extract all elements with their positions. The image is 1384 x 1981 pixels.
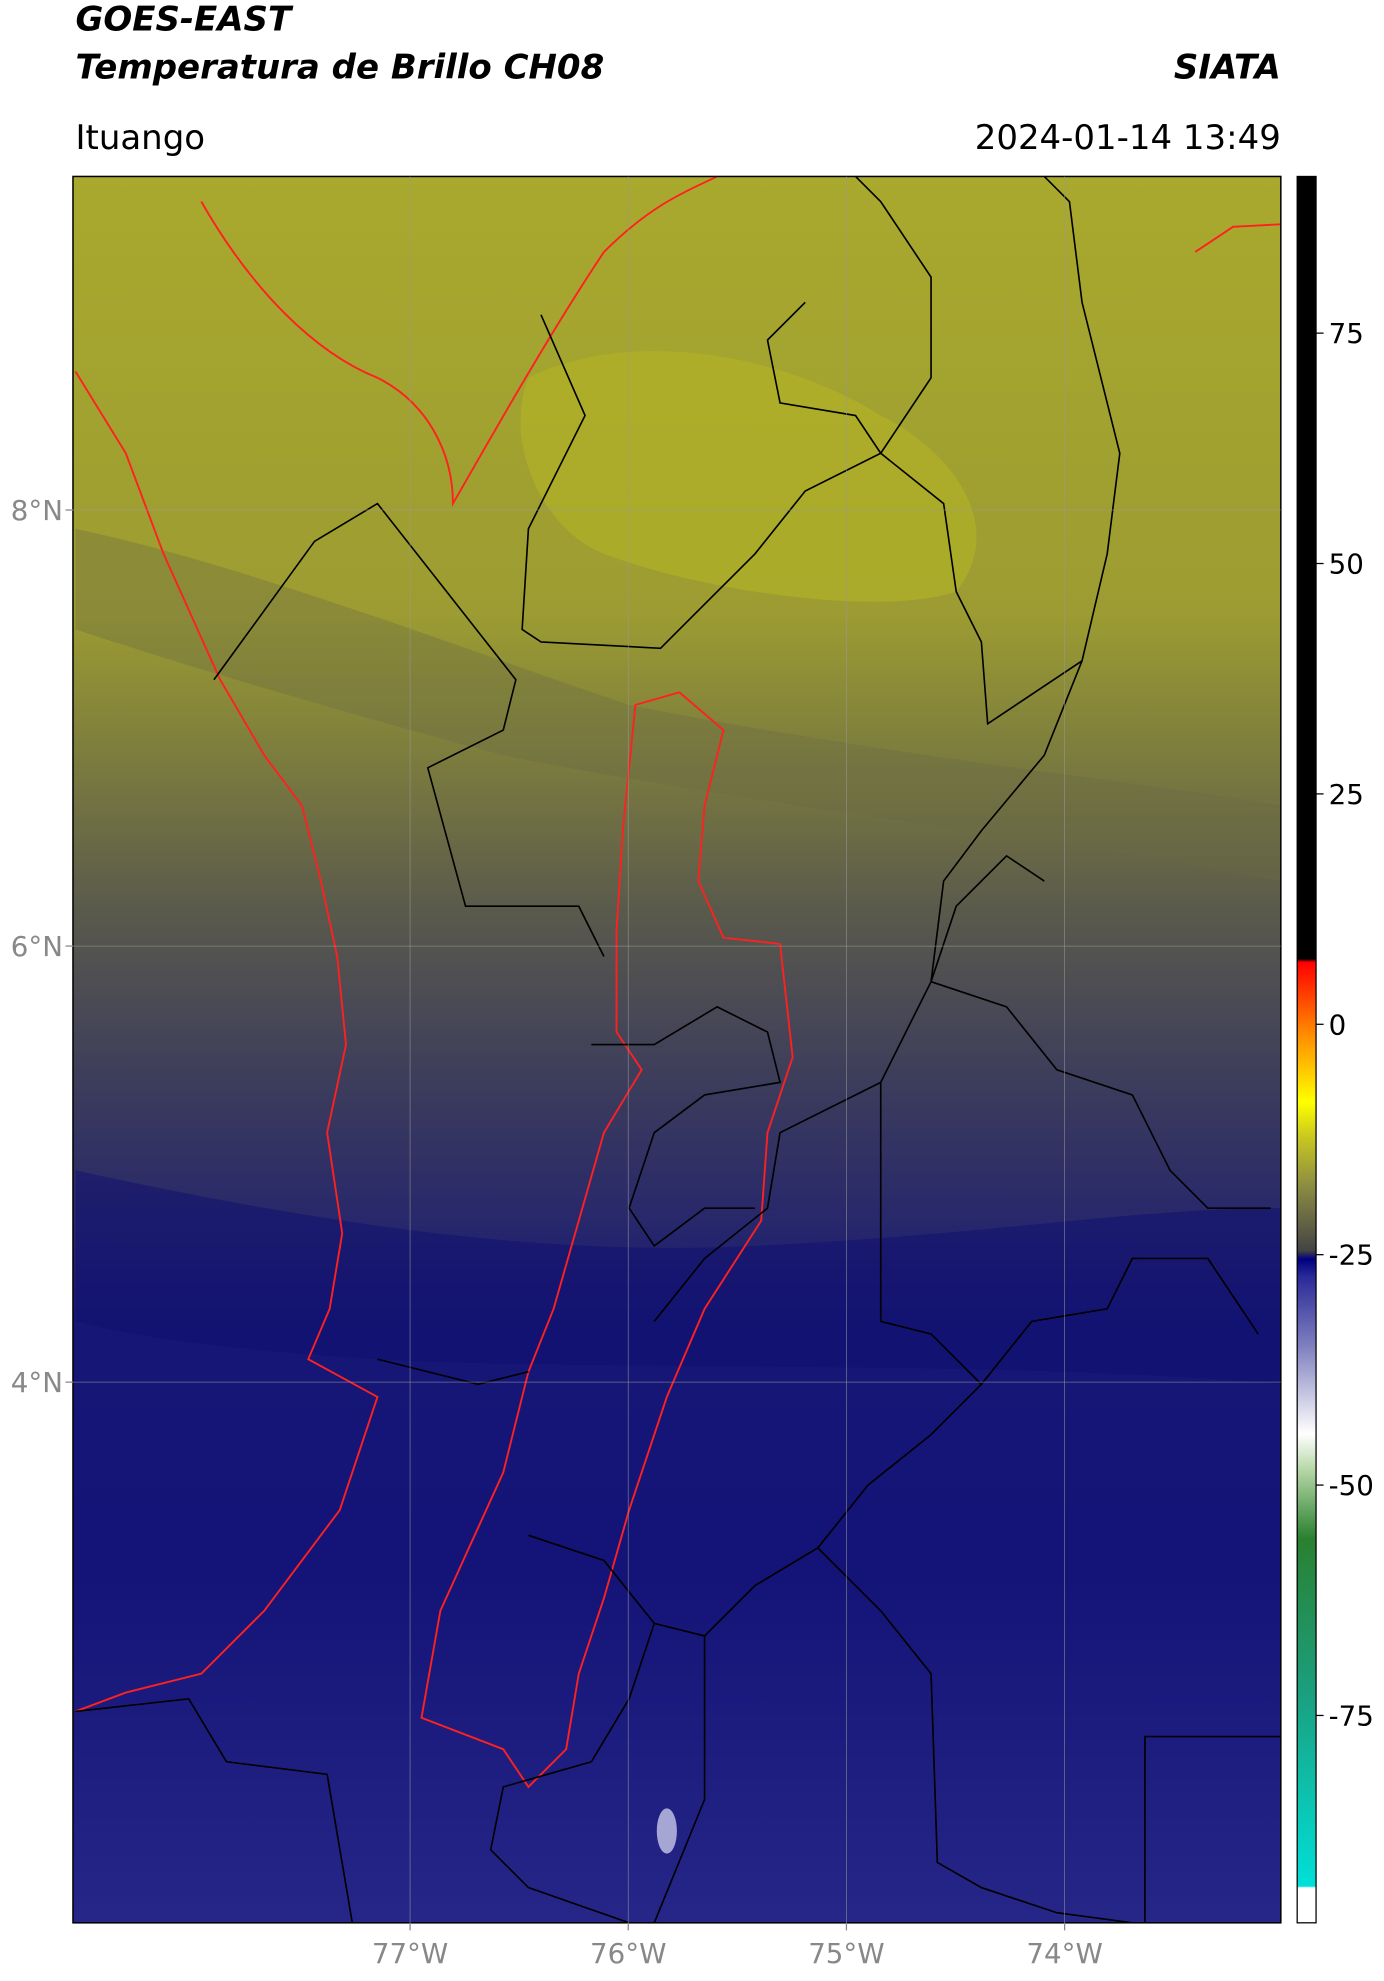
x-tick-label: 74°W [1026,1937,1102,1970]
colorbar-tick-label: 25 [1329,778,1364,811]
y-tick-label: 8°N [11,494,63,527]
x-tick-label: 75°W [808,1937,884,1970]
colorbar-tick-label: 0 [1329,1008,1347,1041]
cold-band [75,1170,1281,1385]
colorbar-tick-label: -25 [1329,1239,1374,1272]
warm-area [520,350,977,602]
y-tick-label: 4°N [11,1366,63,1399]
colorbar-tick-label: -75 [1329,1700,1374,1733]
cold-spot [656,1808,677,1854]
x-tick-label: 76°W [590,1937,666,1970]
org: SIATA [1174,47,1281,87]
product: Temperatura de Brillo CH08 [75,47,604,87]
region-boundary [420,691,794,1789]
colorbar [1296,175,1317,1924]
coast-line [74,370,379,1713]
colorbar-tick-label: 50 [1329,548,1364,581]
location: Ituango [75,118,205,158]
colorbar-tick-label: -50 [1329,1469,1374,1502]
coast-line [200,176,718,508]
satellite: GOES-EAST [75,0,293,40]
x-tick-label: 77°W [372,1937,448,1970]
datetime: 2024-01-14 13:49 [975,118,1281,158]
admin-boundary [75,502,1281,1923]
colorbar-tick-label: 75 [1329,317,1364,350]
y-tick-label: 6°N [11,930,63,963]
shade-band [75,528,1281,882]
map-frame [72,175,1282,1924]
coast-line [1194,223,1281,253]
map [72,176,1281,1923]
admin-boundary [521,176,1121,726]
